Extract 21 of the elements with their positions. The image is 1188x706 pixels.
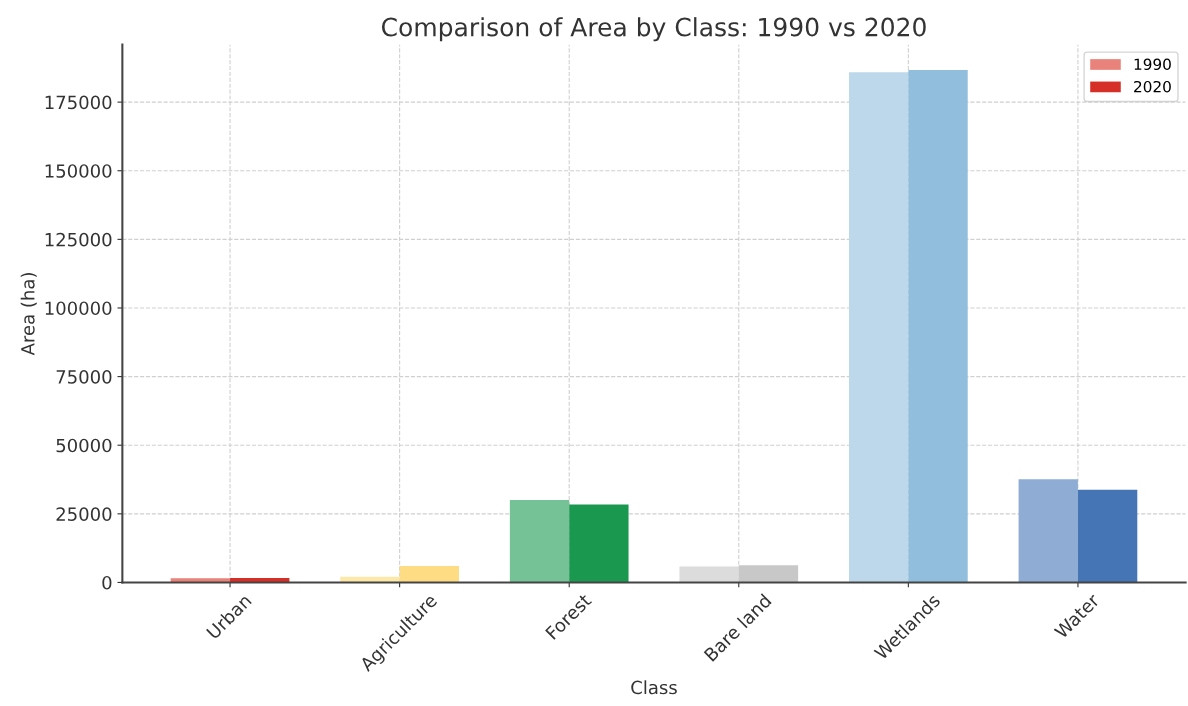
y-tick-label: 175000 — [45, 95, 112, 110]
bar — [908, 70, 968, 583]
bar — [1077, 489, 1138, 583]
x-axis-title: Class — [631, 680, 677, 695]
y-tick-label: 0 — [102, 575, 112, 590]
legend-label: 1990 — [1134, 58, 1171, 71]
legend-label: 2020 — [1134, 80, 1171, 93]
bar — [738, 565, 799, 583]
bar — [399, 565, 459, 583]
y-tick-label: 75000 — [56, 370, 112, 384]
chart-title: Comparison of Area by Class: 1990 vs 2020 — [381, 17, 926, 42]
y-tick-label: 25000 — [56, 507, 112, 521]
y-tick-label: 100000 — [45, 301, 112, 316]
bar — [849, 72, 909, 583]
bar — [569, 504, 629, 583]
y-tick-label: 50000 — [56, 438, 112, 453]
y-tick-label: 125000 — [45, 232, 112, 247]
bar — [509, 500, 570, 583]
y-axis-title: Area (ha) — [20, 273, 37, 356]
y-tick-label: 150000 — [45, 164, 112, 178]
bar — [1018, 479, 1078, 583]
